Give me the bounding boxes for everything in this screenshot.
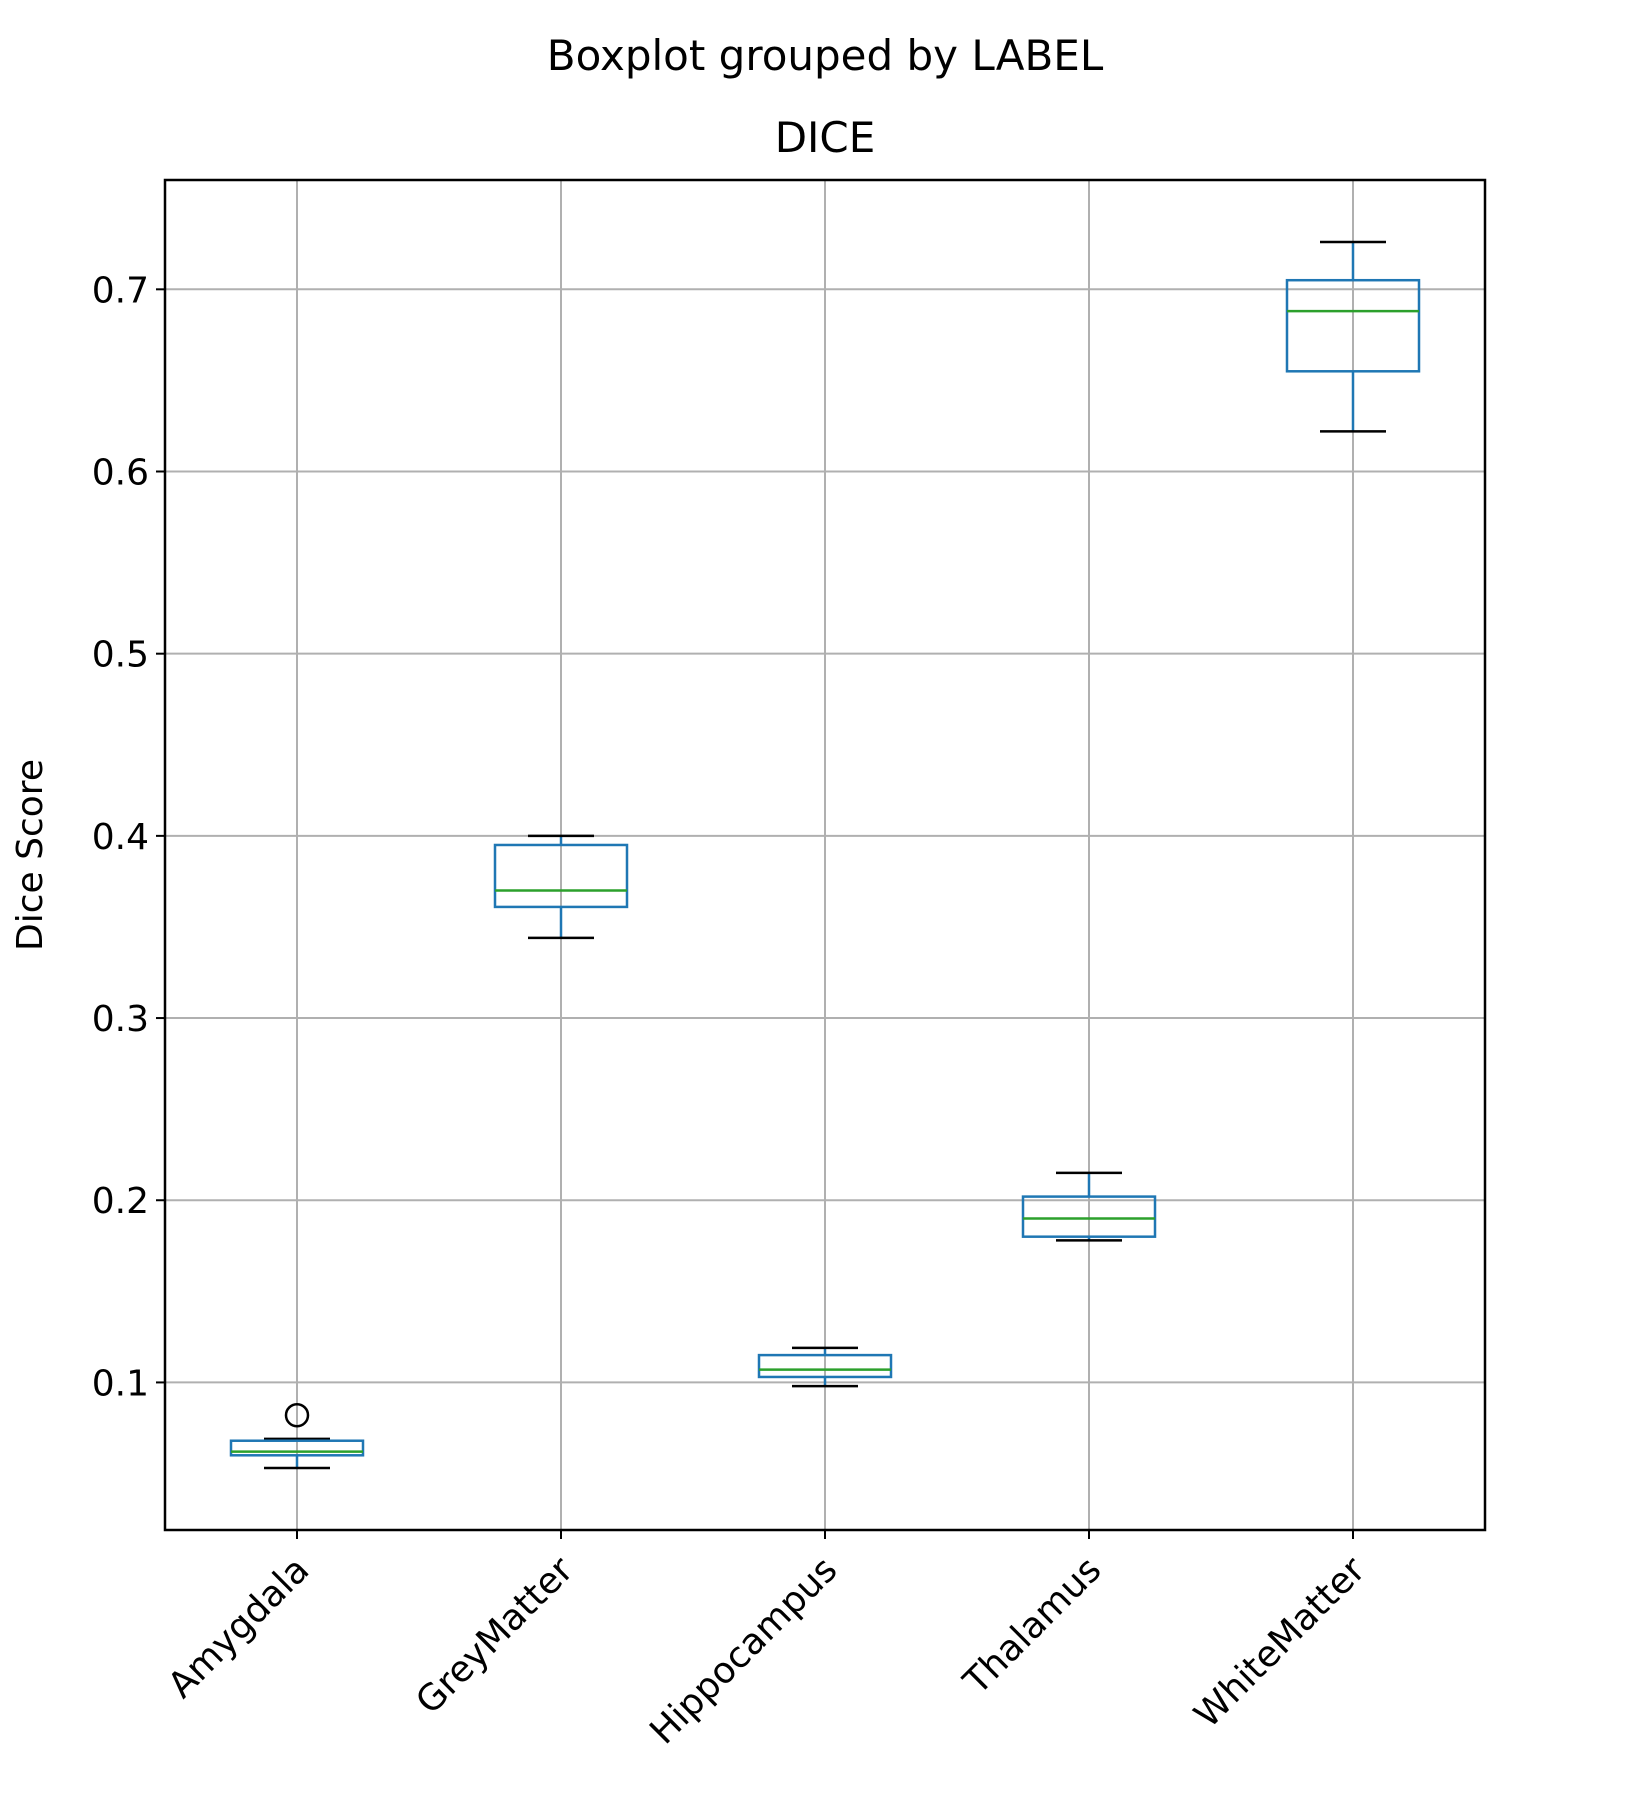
y-axis-ticks: 0.1 0.2 0.3 0.4 0.5 0.6 0.7 xyxy=(92,270,165,1404)
figure-suptitle: Boxplot grouped by LABEL xyxy=(547,31,1104,80)
chart-title: DICE xyxy=(775,113,876,162)
box-iqr xyxy=(757,1353,893,1379)
box-group xyxy=(757,1346,893,1388)
y-tick-label: 0.2 xyxy=(92,1181,149,1222)
y-tick-label: 0.4 xyxy=(92,817,149,858)
y-tick-label: 0.5 xyxy=(92,635,149,676)
box-iqr xyxy=(1285,278,1421,373)
y-tick-label: 0.1 xyxy=(92,1363,149,1404)
box-group xyxy=(229,1402,365,1470)
y-axis-label: Dice Score xyxy=(10,759,51,951)
grid-lines xyxy=(165,180,1485,1530)
box-iqr xyxy=(1021,1195,1157,1238)
y-tick-label: 0.7 xyxy=(92,270,149,311)
y-tick-label: 0.3 xyxy=(92,999,149,1040)
box-group xyxy=(1285,240,1421,433)
outlier-point xyxy=(284,1402,310,1428)
box-iqr xyxy=(229,1439,365,1457)
box-series xyxy=(229,240,1421,1470)
box-group xyxy=(493,834,629,940)
box-group xyxy=(1021,1171,1157,1242)
y-tick-label: 0.6 xyxy=(92,452,149,493)
box-iqr xyxy=(493,843,629,909)
